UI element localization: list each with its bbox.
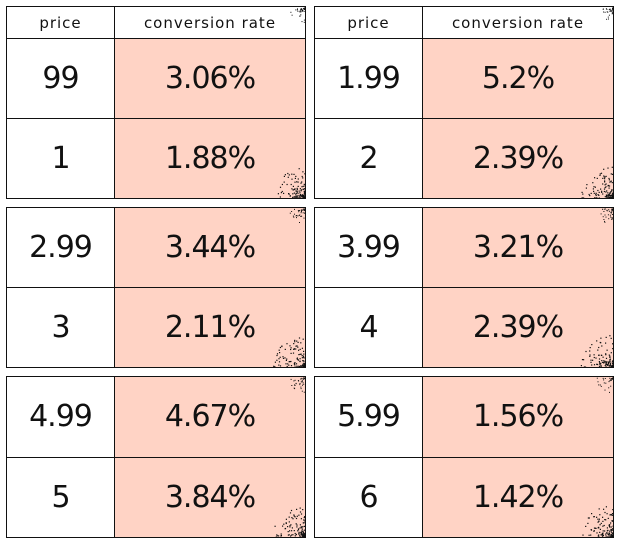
header-conversion-rate: conversion rate bbox=[422, 7, 613, 39]
rate-cell: 5.2% bbox=[422, 37, 613, 120]
price-cell: 6 bbox=[315, 456, 423, 537]
rate-cell: 3.84% bbox=[114, 456, 305, 537]
table-row: 1 1.88% bbox=[7, 118, 305, 198]
price-cell: 4.99 bbox=[7, 377, 115, 458]
price-cell: 2.99 bbox=[7, 208, 115, 288]
price-cell: 4 bbox=[315, 287, 423, 367]
price-cell: 1 bbox=[7, 118, 115, 198]
table-row: 2 2.39% bbox=[315, 118, 613, 198]
rate-cell: 2.39% bbox=[422, 118, 613, 198]
rate-cell: 1.42% bbox=[422, 456, 613, 537]
price-cell: 1.99 bbox=[315, 37, 423, 120]
rate-cell: 3.21% bbox=[422, 208, 613, 288]
table-4: 4.99 4.67% 5 3.84% bbox=[7, 377, 305, 537]
price-cell: 3.99 bbox=[315, 208, 423, 288]
header-price: price bbox=[315, 7, 423, 39]
table-panel-2: 2.99 3.44% 3 2.11% bbox=[6, 207, 306, 368]
price-cell: 3 bbox=[7, 287, 115, 367]
table-panel-5: 5.99 1.56% 6 1.42% bbox=[314, 376, 614, 538]
table-panel-0: price conversion rate 99 3.06% 1 1.88% bbox=[6, 6, 306, 199]
table-2: 2.99 3.44% 3 2.11% bbox=[7, 208, 305, 367]
header-price: price bbox=[7, 7, 115, 39]
table-row: 4 2.39% bbox=[315, 287, 613, 367]
rate-cell: 3.44% bbox=[114, 208, 305, 288]
table-row: 1.99 5.2% bbox=[315, 37, 613, 120]
table-5: 5.99 1.56% 6 1.42% bbox=[315, 377, 613, 537]
table-3: 3.99 3.21% 4 2.39% bbox=[315, 208, 613, 367]
table-row: 99 3.06% bbox=[7, 37, 305, 120]
rate-cell: 4.67% bbox=[114, 377, 305, 458]
table-row: 3 2.11% bbox=[7, 287, 305, 367]
price-cell: 5.99 bbox=[315, 377, 423, 458]
rate-cell: 1.56% bbox=[422, 377, 613, 458]
price-cell: 99 bbox=[7, 37, 115, 120]
rate-cell: 1.88% bbox=[114, 118, 305, 198]
rate-cell: 2.39% bbox=[422, 287, 613, 367]
table-panel-1: price conversion rate 1.99 5.2% 2 2.39% bbox=[314, 6, 614, 199]
table-row: 4.99 4.67% bbox=[7, 377, 305, 458]
table-1: price conversion rate 1.99 5.2% 2 2.39% bbox=[315, 7, 613, 198]
table-row: 2.99 3.44% bbox=[7, 208, 305, 288]
rate-cell: 2.11% bbox=[114, 287, 305, 367]
table-panel-3: 3.99 3.21% 4 2.39% bbox=[314, 207, 614, 368]
table-panel-4: 4.99 4.67% 5 3.84% bbox=[6, 376, 306, 538]
price-cell: 2 bbox=[315, 118, 423, 198]
table-row: 5 3.84% bbox=[7, 456, 305, 537]
rate-cell: 3.06% bbox=[114, 37, 305, 120]
table-0: price conversion rate 99 3.06% 1 1.88% bbox=[7, 7, 305, 198]
table-row: 3.99 3.21% bbox=[315, 208, 613, 288]
price-cell: 5 bbox=[7, 456, 115, 537]
header-conversion-rate: conversion rate bbox=[114, 7, 305, 39]
table-row: 5.99 1.56% bbox=[315, 377, 613, 458]
table-row: 6 1.42% bbox=[315, 456, 613, 537]
